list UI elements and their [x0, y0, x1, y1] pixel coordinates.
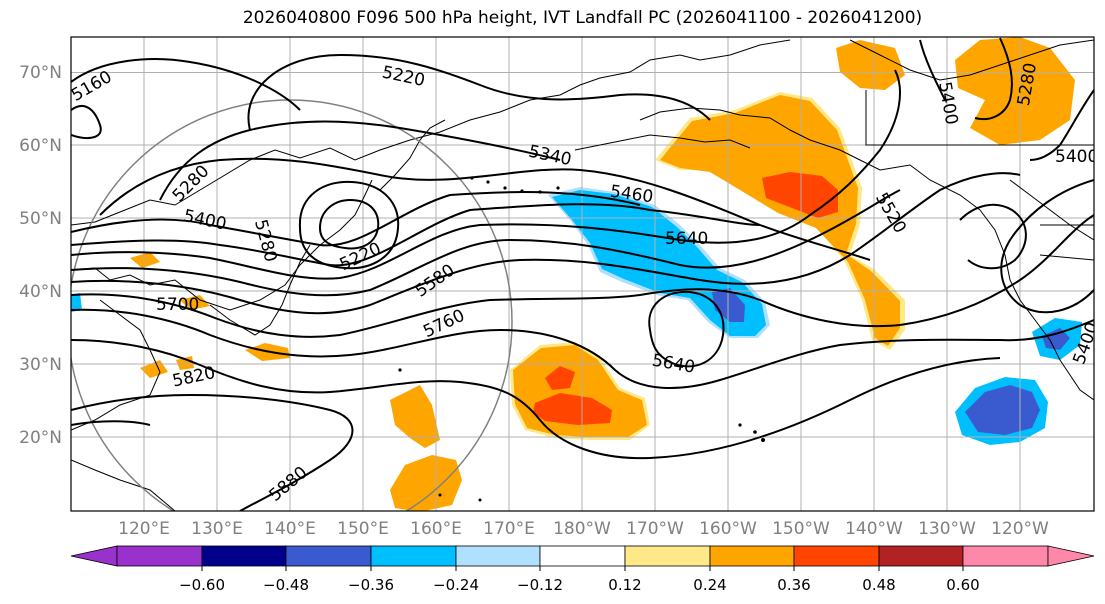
latitude-labels: 70°N 60°N 50°N 40°N 30°N 20°N: [19, 63, 62, 448]
lon-label: 130°W: [918, 519, 976, 539]
colorbar-segment: [285, 545, 372, 567]
colorbar-tick-label: −0.12: [517, 576, 563, 594]
colorbar-extend-low: [70, 545, 118, 567]
colorbar-tick-label: 0.36: [777, 576, 810, 594]
contour-low-ring-1: [318, 198, 380, 250]
contour-5400-b: [1029, 89, 1094, 161]
coastlines: [71, 39, 1094, 511]
contour-5640-b: [648, 290, 725, 368]
lat-label: 70°N: [19, 63, 62, 83]
colorbar-segment: [709, 545, 795, 567]
map-frame: [70, 36, 1095, 512]
lat-label: 60°N: [19, 136, 62, 156]
lon-label: 160°W: [699, 519, 757, 539]
contour-5700: [71, 214, 1094, 338]
colorbar: [70, 545, 1095, 567]
lon-label: 150°W: [772, 519, 830, 539]
colorbar-segment: [455, 545, 541, 567]
colorbar-tick-label: −0.48: [263, 576, 309, 594]
contour-low-ring-2: [298, 180, 400, 270]
colorbar-tick-label: 0.60: [946, 576, 979, 594]
lat-label: 50°N: [19, 209, 62, 229]
lat-label: 20°N: [19, 428, 62, 448]
lon-label: 180°W: [553, 519, 611, 539]
contour-5640-a: [71, 172, 1021, 315]
lat-label: 30°N: [19, 355, 62, 375]
positive-anomaly-gulf-alaska-core: [660, 95, 900, 346]
colorbar-tick-label: −0.36: [348, 576, 394, 594]
lon-label: 160°E: [410, 519, 462, 539]
colorbar-segment: [793, 545, 880, 567]
lon-label: 170°W: [626, 519, 684, 539]
figure-title: 2026040800 F096 500 hPa height, IVT Land…: [242, 8, 923, 28]
contour-5280-b: [974, 37, 1013, 120]
coast-alaska: [639, 107, 981, 211]
positive-anomaly-gulf-alaska-red: [762, 172, 838, 218]
positive-anomaly-northeast: [955, 37, 1075, 145]
contour-label: 5640: [665, 229, 708, 249]
height-contours: [71, 37, 1094, 511]
contour-5520: [71, 69, 901, 280]
contour-5460: [71, 203, 761, 267]
colorbar-segment: [962, 545, 1049, 567]
colorbar-tick-label: 0.12: [608, 576, 641, 594]
contour-5580: [71, 189, 901, 297]
contour-label: 5400: [1055, 147, 1098, 167]
contour-5160: [71, 58, 301, 111]
colorbar-extend-high: [1047, 545, 1095, 567]
lon-label: 120°E: [118, 519, 170, 539]
lon-label: 130°E: [191, 519, 243, 539]
longitude-labels: 120°E 130°E 140°E 150°E 160°E 170°E 180°…: [118, 519, 1049, 539]
colorbar-tick-label: −0.24: [433, 576, 479, 594]
colorbar-tick-label: −0.60: [179, 576, 225, 594]
lon-label: 150°E: [337, 519, 389, 539]
colorbar-segment: [201, 545, 287, 567]
contour-5400: [71, 191, 641, 247]
colorbar-tick-label: 0.48: [862, 576, 895, 594]
lon-label: 120°W: [991, 519, 1049, 539]
contour-5220: [247, 53, 711, 131]
coast-japan: [209, 244, 311, 336]
coast-na-west: [979, 209, 1094, 401]
colorbar-tick-label: 0.24: [693, 576, 726, 594]
lon-label: 140°E: [264, 519, 316, 539]
contour-5340: [99, 157, 871, 261]
coast-asia: [71, 39, 791, 226]
contour-5280-a: [159, 120, 561, 201]
colorbar-segment: [624, 545, 711, 567]
islands: [398, 176, 765, 502]
ivt-shading: [71, 37, 1082, 511]
contour-5820: [71, 339, 1001, 460]
contour-5880: [71, 393, 354, 511]
lat-label: 40°N: [19, 282, 62, 302]
map-panel: 5160 5220 5280 5280 5340 5400 5220 5460 …: [71, 37, 1098, 511]
graticule: [71, 37, 1094, 511]
colorbar-segment: [370, 545, 457, 567]
colorbar-segment: [539, 545, 626, 567]
colorbar-ticks: [201, 566, 964, 571]
positive-anomaly-central-pacific-red: [533, 393, 612, 425]
negative-anomaly-north-pacific-core: [552, 190, 766, 336]
lon-label: 140°W: [845, 519, 903, 539]
colorbar-tick-labels: −0.60 −0.48 −0.36 −0.24 −0.12 0.12 0.24 …: [179, 576, 980, 594]
contour-label: 5700: [156, 295, 199, 315]
contour-5760: [71, 308, 1094, 389]
colorbar-segment: [878, 545, 964, 567]
colorbar-segment: [116, 545, 203, 567]
lon-label: 170°E: [483, 519, 535, 539]
